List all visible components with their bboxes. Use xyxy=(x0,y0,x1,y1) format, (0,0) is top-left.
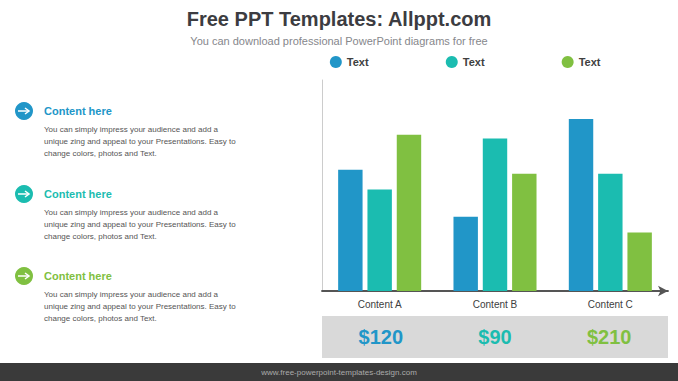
svg-text:Text: Text xyxy=(347,56,369,68)
svg-text:You can simply impress your au: You can simply impress your audience and… xyxy=(44,208,219,217)
svg-text:change colors, photos and Text: change colors, photos and Text. xyxy=(44,314,157,323)
svg-text:$90: $90 xyxy=(478,326,511,348)
svg-text:www.free-powerpoint-templates-: www.free-powerpoint-templates-design.com xyxy=(260,368,417,377)
svg-text:Content here: Content here xyxy=(44,188,112,200)
svg-text:Text: Text xyxy=(463,56,485,68)
svg-text:unique zing and appeal to your: unique zing and appeal to your Presentat… xyxy=(44,302,236,311)
svg-text:Text: Text xyxy=(579,56,601,68)
svg-text:Free PPT Templates: Allppt.com: Free PPT Templates: Allppt.com xyxy=(187,8,492,30)
svg-text:Content here: Content here xyxy=(44,105,112,117)
svg-text:unique zing and appeal to your: unique zing and appeal to your Presentat… xyxy=(44,220,236,229)
svg-text:You can download professional: You can download professional PowerPoint… xyxy=(190,35,487,47)
svg-text:Content here: Content here xyxy=(44,270,112,282)
svg-text:change colors, photos and Text: change colors, photos and Text. xyxy=(44,149,157,158)
svg-text:Content A: Content A xyxy=(358,299,402,310)
svg-text:Content B: Content B xyxy=(473,299,518,310)
svg-text:Content C: Content C xyxy=(588,299,633,310)
svg-text:You can simply impress your au: You can simply impress your audience and… xyxy=(44,125,219,134)
svg-text:You can simply impress your au: You can simply impress your audience and… xyxy=(44,290,219,299)
svg-text:change colors, photos and Text: change colors, photos and Text. xyxy=(44,232,157,241)
svg-text:$210: $210 xyxy=(587,326,632,348)
svg-text:unique zing and appeal to your: unique zing and appeal to your Presentat… xyxy=(44,137,236,146)
svg-text:$120: $120 xyxy=(359,326,404,348)
